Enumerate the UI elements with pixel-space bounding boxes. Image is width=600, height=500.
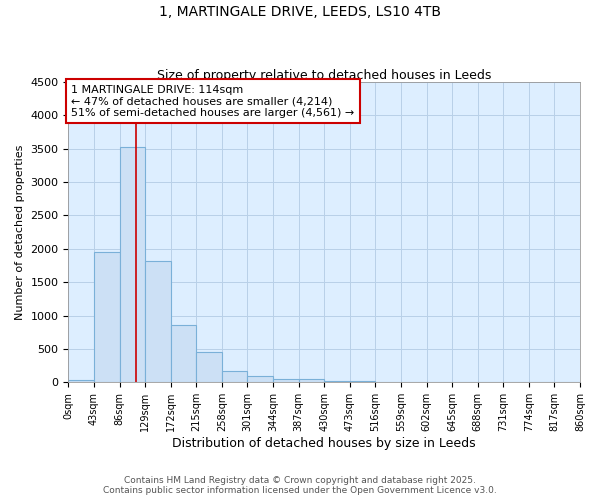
Title: Size of property relative to detached houses in Leeds: Size of property relative to detached ho…: [157, 69, 491, 82]
Text: 1 MARTINGALE DRIVE: 114sqm
← 47% of detached houses are smaller (4,214)
51% of s: 1 MARTINGALE DRIVE: 114sqm ← 47% of deta…: [71, 84, 355, 118]
Bar: [222, 370, 247, 382]
Bar: [94, 252, 119, 382]
Bar: [299, 380, 324, 382]
Bar: [247, 376, 273, 382]
Bar: [171, 325, 196, 382]
Bar: [119, 146, 145, 382]
Bar: [196, 352, 222, 382]
Bar: [68, 380, 94, 382]
Bar: [324, 380, 350, 382]
Text: 1, MARTINGALE DRIVE, LEEDS, LS10 4TB: 1, MARTINGALE DRIVE, LEEDS, LS10 4TB: [159, 5, 441, 19]
Text: Contains HM Land Registry data © Crown copyright and database right 2025.
Contai: Contains HM Land Registry data © Crown c…: [103, 476, 497, 495]
Bar: [145, 261, 171, 382]
X-axis label: Distribution of detached houses by size in Leeds: Distribution of detached houses by size …: [172, 437, 476, 450]
Y-axis label: Number of detached properties: Number of detached properties: [15, 144, 25, 320]
Bar: [273, 378, 299, 382]
